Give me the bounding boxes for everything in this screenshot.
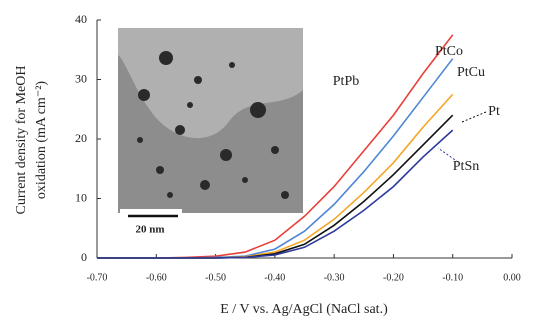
- x-tick-label: -0.30: [324, 272, 345, 283]
- leader-line: [462, 112, 486, 122]
- x-tick-label: -0.10: [442, 272, 463, 283]
- x-tick-label: -0.50: [205, 272, 226, 283]
- y-tick-label: 20: [75, 131, 87, 145]
- series-label: PtSn: [453, 159, 479, 174]
- y-axis-label: oxidation (mA cm⁻²): [34, 81, 49, 199]
- chart: 20 nm E / V vs. Ag/AgCl (NaCl sat.) Curr…: [0, 0, 535, 323]
- y-tick-label: 0: [81, 250, 87, 264]
- y-tick-label: 40: [75, 12, 87, 26]
- series-label: Pt: [488, 104, 500, 119]
- x-tick-label: -0.40: [264, 272, 285, 283]
- series-label: PtPb: [333, 74, 359, 89]
- inset-image: [118, 28, 303, 216]
- y-tick-label: 10: [75, 190, 87, 204]
- scale-bar-bg: [120, 209, 182, 213]
- x-tick-label: -0.20: [383, 272, 404, 283]
- inset-scale-label: 20 nm: [135, 224, 164, 236]
- y-axis-label: Current density for MeOH: [14, 66, 29, 215]
- x-tick-label: 0.00: [503, 272, 521, 283]
- x-tick-label: -0.70: [87, 272, 108, 283]
- x-tick-label: -0.60: [146, 272, 167, 283]
- y-tick-label: 30: [75, 71, 87, 85]
- series-label: PtCo: [435, 44, 463, 59]
- series-label: PtCu: [457, 65, 485, 80]
- x-axis-label: E / V vs. Ag/AgCl (NaCl sat.): [220, 302, 388, 317]
